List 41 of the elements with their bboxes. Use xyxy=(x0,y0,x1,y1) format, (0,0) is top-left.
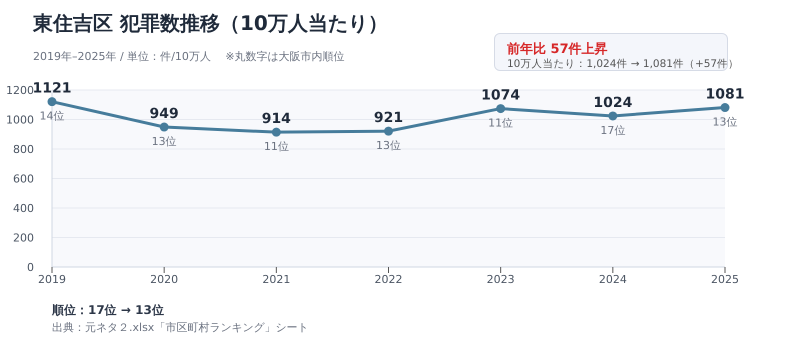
data-label: 1081 xyxy=(706,86,744,103)
x-tick-label: 2021 xyxy=(262,272,290,286)
point xyxy=(496,104,506,114)
y-tick-label: 1200 xyxy=(6,84,34,97)
point xyxy=(720,103,730,112)
point xyxy=(160,122,169,132)
x-tick-label: 2022 xyxy=(374,272,402,286)
data-label: 949 xyxy=(150,106,179,122)
data-label: 914 xyxy=(262,111,292,128)
y-tick-label: 200 xyxy=(13,231,34,244)
annotation: 11位 xyxy=(488,116,514,130)
point xyxy=(272,128,281,137)
y-tick-label: 1000 xyxy=(6,113,34,126)
data-label: 1024 xyxy=(593,94,633,111)
annotation: 13位 xyxy=(712,115,738,128)
y-tick-label: 800 xyxy=(13,142,34,156)
data-label: 1074 xyxy=(481,88,520,104)
y-tick-label: 0 xyxy=(27,260,34,274)
point xyxy=(608,111,618,120)
x-tick-label: 2024 xyxy=(598,272,627,286)
annotation: 11位 xyxy=(264,140,289,153)
point xyxy=(384,126,393,136)
x-tick-label: 2019 xyxy=(38,272,66,286)
text: 順位：17位 → 13位 xyxy=(52,302,164,319)
y-tick-label: 400 xyxy=(13,202,34,215)
chart-subtitle: 2019年–2025年 / 単位：件/10万人 ※丸数字は大阪市内順位 xyxy=(33,49,345,64)
source-note: 出典：元ネタ２.xlsx「市区町村ランキング」シート xyxy=(52,320,308,335)
point xyxy=(48,97,56,106)
annotation: 14位 xyxy=(40,109,64,122)
data-label: 921 xyxy=(374,110,404,126)
chart-title: 東住吉区 犯罪数推移（10万人当たり） xyxy=(33,10,388,37)
data-label: 1121 xyxy=(32,80,72,97)
x-tick-label: 2023 xyxy=(486,272,515,286)
annotation: 13位 xyxy=(152,134,177,148)
annotation: 17位 xyxy=(600,124,626,137)
y-tick-label: 600 xyxy=(13,172,34,186)
text: 前年比 57件上昇 xyxy=(507,41,608,58)
annotation: 13位 xyxy=(376,138,401,152)
x-tick-label: 2020 xyxy=(150,272,178,286)
text: 10万人当たり：1,024件 → 1,081件（+57件） xyxy=(507,57,740,71)
x-tick-label: 2025 xyxy=(711,272,739,286)
